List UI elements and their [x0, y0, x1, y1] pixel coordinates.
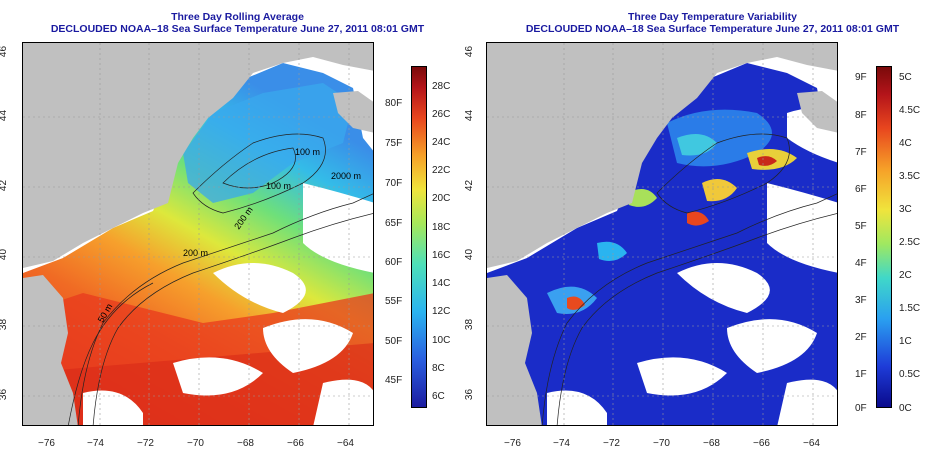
- colorbar-c-label: 14C: [432, 278, 451, 289]
- right-title: Three Day Temperature Variability: [627, 11, 798, 23]
- colorbar-gradient: [877, 67, 891, 407]
- lat-tick: 36: [464, 388, 476, 401]
- colorbar-f-label: 45F: [385, 375, 403, 386]
- lon-tick: −66: [753, 438, 770, 449]
- colorbar-c-label: 28C: [432, 81, 451, 92]
- lon-tick: −66: [287, 438, 304, 449]
- colorbar-c-label: 4C: [899, 138, 912, 149]
- colorbar-c-label: 5C: [899, 72, 912, 83]
- contour-label: 100 m: [295, 147, 321, 157]
- colorbar-gradient: [412, 67, 426, 407]
- colorbar-c-label: 1C: [899, 336, 912, 347]
- graticule-right: [487, 43, 837, 425]
- lon-tick: −76: [38, 438, 55, 449]
- lat-tick: 42: [0, 179, 10, 192]
- lon-tick: −72: [603, 438, 620, 449]
- colorbar-right: [876, 66, 892, 408]
- colorbar-f-label: 8F: [855, 110, 867, 121]
- contour-label: 100 m: [266, 181, 292, 191]
- colorbar-c-label: 0.5C: [899, 369, 921, 380]
- colorbar-c-label: 4.5C: [899, 105, 921, 116]
- lat-tick: 46: [0, 45, 10, 58]
- lon-tick: −68: [703, 438, 720, 449]
- colorbar-f-label: 6F: [855, 184, 867, 195]
- colorbar-c-label: 2.5C: [899, 237, 921, 248]
- colorbar-f-label: 5F: [855, 221, 867, 232]
- colorbar-c-label: 3.5C: [899, 171, 921, 182]
- colorbar-c-label: 24C: [432, 137, 451, 148]
- colorbar-c-label: 22C: [432, 165, 451, 176]
- right-map: [486, 42, 838, 426]
- colorbar-c-label: 2C: [899, 270, 912, 281]
- colorbar-f-label: 2F: [855, 332, 867, 343]
- lat-tick: 40: [464, 248, 476, 261]
- colorbar-c-label: 6C: [432, 391, 445, 402]
- colorbar-f-label: 9F: [855, 72, 867, 83]
- lat-tick: 44: [0, 109, 10, 122]
- lon-tick: −68: [237, 438, 254, 449]
- right-subtitle: DECLOUDED NOAA–18 Sea Surface Temperatur…: [525, 23, 900, 35]
- lon-tick: −74: [87, 438, 104, 449]
- left-subtitle: DECLOUDED NOAA–18 Sea Surface Temperatur…: [50, 23, 425, 35]
- colorbar-c-label: 0C: [899, 403, 912, 414]
- colorbar-f-label: 0F: [855, 403, 867, 414]
- lat-tick: 44: [464, 109, 476, 122]
- colorbar-c-label: 3C: [899, 204, 912, 215]
- colorbar-f-label: 3F: [855, 295, 867, 306]
- colorbar-c-label: 8C: [432, 363, 445, 374]
- lat-tick: 40: [0, 248, 10, 261]
- colorbar-c-label: 16C: [432, 250, 451, 261]
- lon-tick: −76: [504, 438, 521, 449]
- colorbar-c-label: 12C: [432, 306, 451, 317]
- colorbar-f-label: 4F: [855, 258, 867, 269]
- colorbar-f-label: 70F: [385, 178, 403, 189]
- lon-tick: −64: [337, 438, 354, 449]
- lat-tick: 46: [464, 45, 476, 58]
- lat-tick: 38: [0, 318, 10, 331]
- contour-label: 200 m: [183, 248, 209, 258]
- colorbar-c-label: 20C: [432, 193, 451, 204]
- colorbar-f-label: 7F: [855, 147, 867, 158]
- colorbar-c-label: 10C: [432, 335, 451, 346]
- land-left: [23, 43, 373, 268]
- left-map: 100 m 100 m 2000 m 200 m 200 m 50 m: [22, 42, 374, 426]
- variability-map-right: [487, 43, 837, 425]
- bathymetry-contours: [68, 133, 373, 425]
- lon-tick: −70: [187, 438, 204, 449]
- contour-label: 2000 m: [331, 171, 362, 181]
- bathymetry-contours: [541, 133, 837, 425]
- colorbar-f-label: 1F: [855, 369, 867, 380]
- left-title: Three Day Rolling Average: [171, 11, 304, 23]
- colorbar-f-label: 60F: [385, 257, 403, 268]
- colorbar-f-label: 65F: [385, 218, 403, 229]
- lat-tick: 42: [464, 179, 476, 192]
- lat-tick: 36: [0, 388, 10, 401]
- lat-tick: 38: [464, 318, 476, 331]
- lon-tick: −64: [803, 438, 820, 449]
- colorbar-c-label: 1.5C: [899, 303, 921, 314]
- variability-hotspots: [547, 109, 797, 314]
- colorbar-c-label: 26C: [432, 109, 451, 120]
- graticule-left: [23, 43, 373, 425]
- right-panel: Three Day Temperature Variability DECLOU…: [464, 0, 950, 475]
- colorbar-f-label: 50F: [385, 336, 403, 347]
- left-panel: Three Day Rolling Average DECLOUDED NOAA…: [0, 11, 451, 449]
- lon-tick: −72: [137, 438, 154, 449]
- lon-tick: −74: [553, 438, 570, 449]
- colorbar-left: [411, 66, 427, 408]
- colorbar-c-label: 18C: [432, 222, 451, 233]
- colorbar-f-label: 75F: [385, 138, 403, 149]
- colorbar-f-label: 80F: [385, 98, 403, 109]
- sst-map-left: [23, 43, 373, 425]
- colorbar-f-label: 55F: [385, 296, 403, 307]
- lon-tick: −70: [653, 438, 670, 449]
- land-right: [487, 43, 837, 268]
